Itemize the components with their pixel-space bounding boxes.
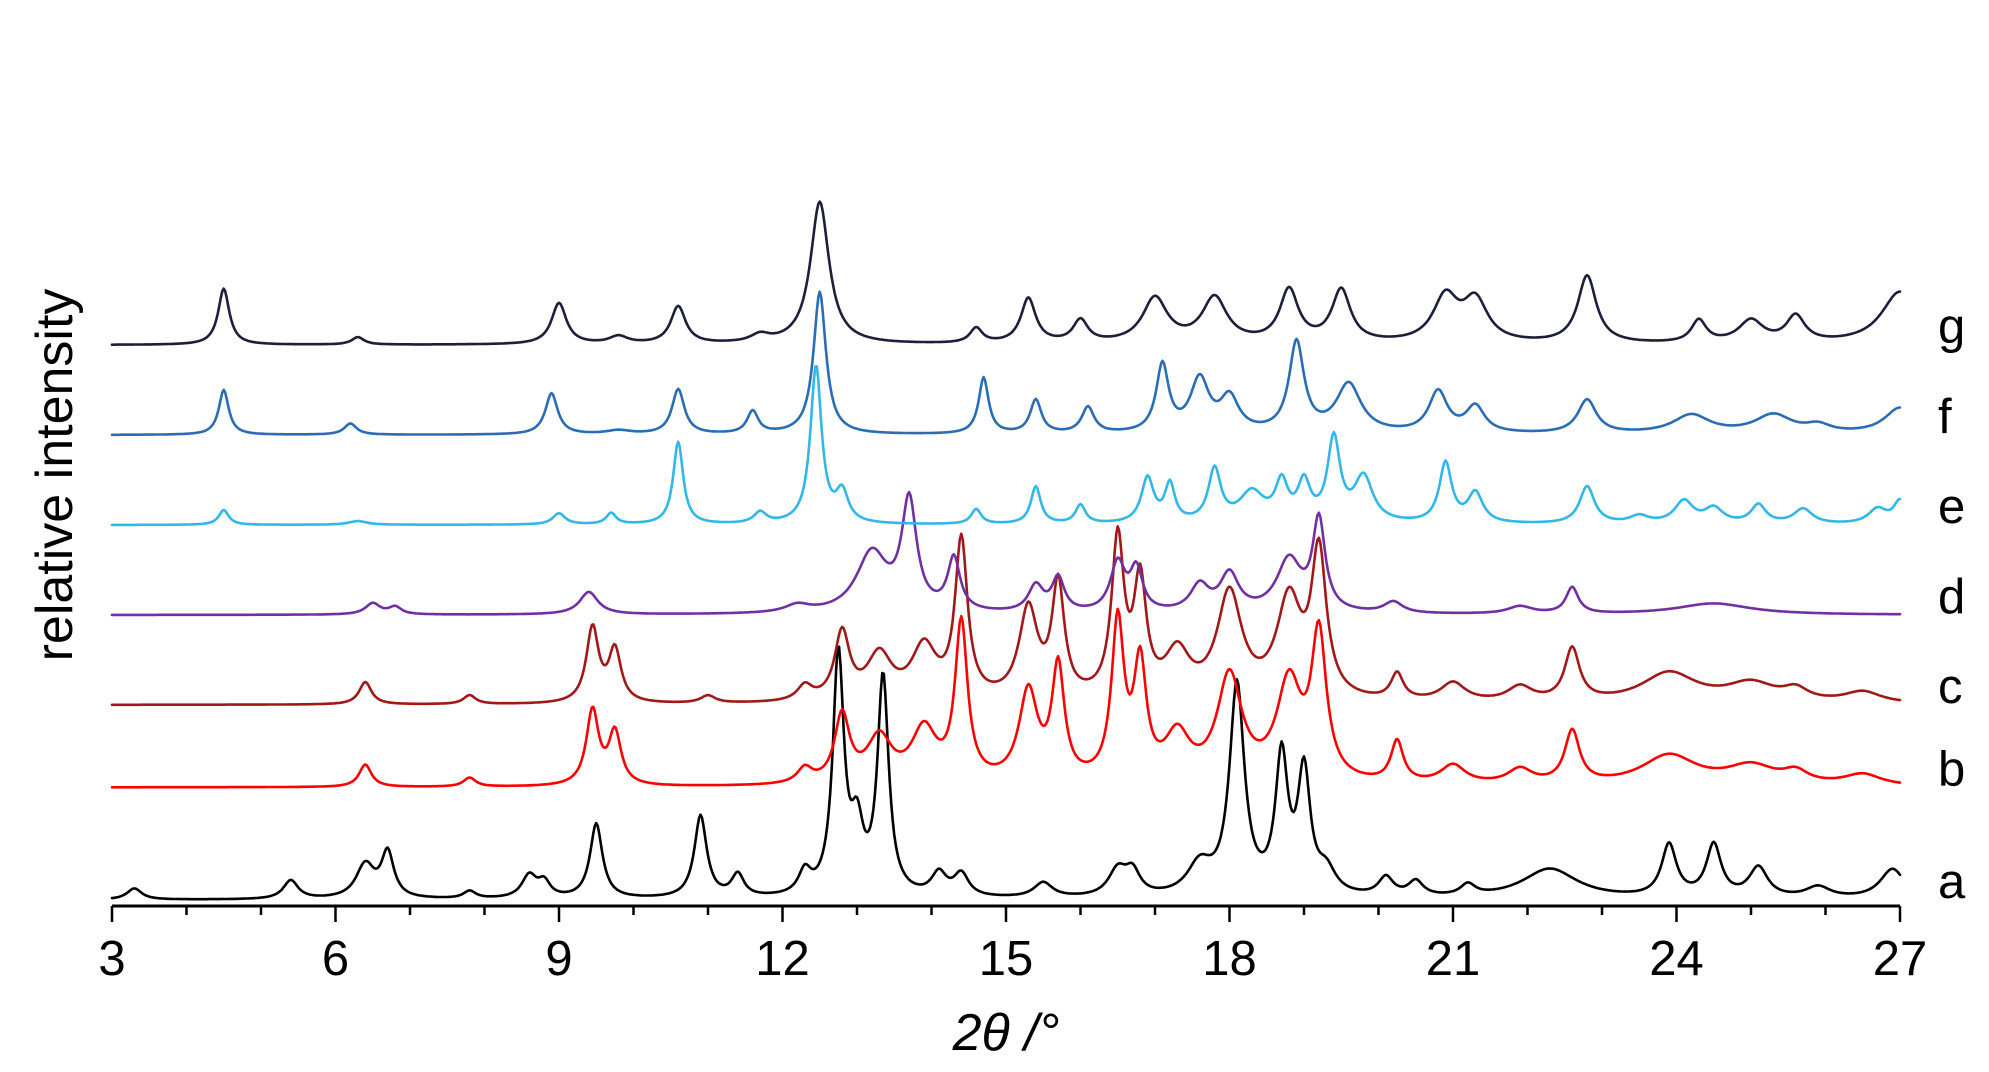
series-traces xyxy=(110,200,1902,901)
series-label-f: f xyxy=(1938,390,1952,444)
series-line-a xyxy=(110,645,1902,901)
series-label-d: d xyxy=(1938,570,1965,624)
x-axis-title: 2θ /° xyxy=(952,1004,1060,1062)
series-label-g: g xyxy=(1938,300,1965,354)
series-line-e xyxy=(110,365,1902,527)
x-axis: 3 6 9 12 15 18 21 24 27 xyxy=(98,904,1927,986)
x-ticks: 3 6 9 12 15 18 21 24 27 xyxy=(98,906,1927,986)
series-line-f xyxy=(110,290,1902,437)
x-tick-label: 24 xyxy=(1649,932,1704,986)
x-tick-label: 18 xyxy=(1202,932,1257,986)
y-axis-title: relative intensity xyxy=(26,289,84,662)
series-line-b xyxy=(110,607,1902,789)
x-tick-label: 15 xyxy=(979,932,1034,986)
x-tick-label: 6 xyxy=(322,932,349,986)
x-tick-label: 3 xyxy=(98,932,125,986)
x-tick-label: 27 xyxy=(1873,932,1928,986)
series-label-c: c xyxy=(1938,660,1963,714)
series-line-d xyxy=(110,490,1902,617)
x-tick-label: 9 xyxy=(545,932,572,986)
x-tick-label: 12 xyxy=(755,932,810,986)
series-line-c xyxy=(110,525,1902,707)
series-label-e: e xyxy=(1938,480,1965,534)
series-label-a: a xyxy=(1938,855,1966,909)
series-line-g xyxy=(110,200,1902,346)
series-label-b: b xyxy=(1938,743,1965,797)
x-tick-label: 21 xyxy=(1426,932,1481,986)
